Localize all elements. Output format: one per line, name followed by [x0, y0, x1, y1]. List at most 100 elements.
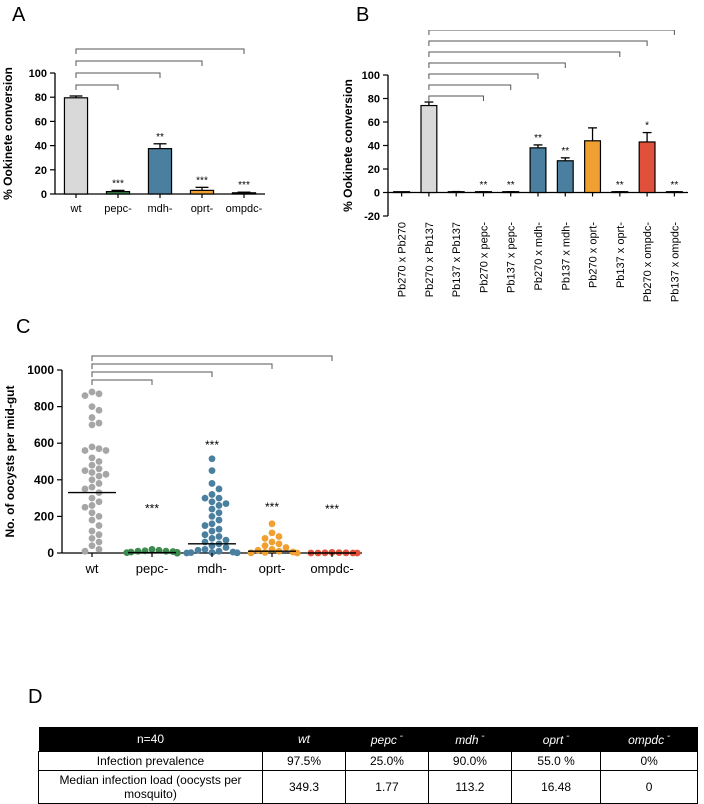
significance-label: ***	[196, 175, 208, 186]
x-tick-label: ompdc-	[310, 561, 353, 576]
comparison-bracket	[75, 72, 161, 78]
x-tick-label: Pb270 x mdh-	[533, 222, 545, 291]
table-header-pepc: pepc -	[345, 727, 429, 752]
data-point	[102, 470, 110, 478]
data-point	[81, 392, 89, 400]
data-point	[275, 533, 283, 540]
data-point	[215, 485, 223, 493]
x-tick-label: pepc-	[104, 203, 132, 215]
comparison-bracket	[91, 363, 273, 369]
data-point	[233, 549, 241, 557]
data-point	[81, 467, 89, 475]
x-tick-label: Pb270 x Pb137	[424, 222, 436, 297]
x-tick-label: Pb270 x Pb270	[397, 222, 409, 297]
data-point	[88, 461, 96, 469]
header-text: wt	[297, 732, 310, 746]
row-label: Infection prevalence	[38, 751, 263, 771]
data-point	[215, 509, 223, 517]
comparison-bracket	[91, 379, 153, 385]
data-point	[208, 520, 216, 528]
x-tick-label: Pb270 x oprt-	[588, 222, 600, 288]
data-point	[261, 549, 269, 556]
bar	[638, 141, 656, 194]
data-point	[134, 547, 142, 555]
table-cell: 16.48	[510, 770, 602, 804]
x-tick-label: wt	[70, 203, 82, 215]
x-tick-label: Pb137 x ompdc-	[669, 222, 681, 302]
data-point	[95, 445, 103, 453]
data-point	[208, 498, 216, 506]
x-tick-label: Pb137 x oprt-	[615, 222, 627, 288]
x-tick-label: Pb137 x mdh-	[560, 222, 572, 291]
table-header-wt: wt	[262, 727, 346, 752]
x-tick-label: wt	[85, 561, 99, 576]
table-cell: 97.5%	[262, 751, 346, 771]
bar	[584, 140, 602, 194]
comparison-bracket	[428, 62, 566, 68]
data-point	[95, 522, 103, 529]
data-point	[215, 547, 223, 555]
data-point	[88, 542, 96, 550]
x-tick-label: Pb137 x Pb137	[451, 222, 463, 297]
chart-a: 0 20 40 60 80 100 % Ookinete conversion wt *** pe…	[1, 48, 265, 215]
significance-label: **	[507, 180, 515, 191]
y-tick-label: 100	[362, 70, 380, 82]
data-point	[261, 542, 269, 550]
data-point	[247, 549, 255, 557]
chart-c: 0 200 400 600 800 1000 No. of oocysts per mid-…	[3, 355, 362, 576]
data-point	[81, 503, 89, 511]
bar	[556, 160, 574, 194]
significance-label: ***	[205, 438, 219, 452]
data-point	[102, 447, 110, 454]
table-cell: 55.0 %	[510, 751, 602, 771]
panel-d-label: D	[28, 686, 43, 708]
comparison-bracket	[75, 48, 245, 54]
x-tick-label: oprt-	[191, 203, 214, 215]
data-point	[88, 509, 96, 517]
x-tick-label: Pb137 x pepc-	[506, 222, 518, 293]
data-point	[95, 545, 103, 553]
x-tick-label: mdh-	[147, 203, 172, 215]
data-point	[201, 545, 209, 553]
significance-label: ***	[112, 178, 124, 189]
table-header-n: n=40	[38, 727, 263, 752]
data-point	[208, 534, 216, 542]
significance-label: ***	[145, 502, 159, 516]
header-text: ompdc	[628, 733, 665, 747]
significance-label: *	[645, 121, 649, 132]
data-point	[215, 494, 223, 502]
data-point	[268, 520, 276, 528]
y-tick-label: 100	[29, 68, 47, 80]
panel-a-label: A	[12, 4, 26, 26]
x-tick-label: pepc-	[136, 561, 169, 576]
y-tick-label: 80	[368, 94, 380, 106]
y-tick-label: 0	[374, 188, 380, 200]
y-tick-label: 60	[35, 116, 47, 128]
table-header-oprt: oprt -	[511, 727, 601, 752]
data-point	[183, 549, 191, 557]
y-axis-title: % Ookinete conversion	[1, 67, 15, 200]
data-point	[88, 483, 96, 491]
data-point	[261, 534, 269, 542]
data-point	[88, 494, 96, 502]
data-point	[215, 525, 223, 533]
significance-label: ***	[265, 500, 279, 514]
bar	[529, 147, 547, 194]
bar	[105, 190, 131, 195]
data-point	[88, 534, 96, 542]
data-point	[95, 472, 103, 480]
x-tick-label: oprt-	[259, 561, 286, 576]
significance-label: **	[534, 133, 542, 144]
header-text: n=40	[136, 732, 165, 746]
table-cell: 90.0%	[427, 751, 512, 771]
panel-b-label: B	[356, 4, 370, 26]
data-point	[88, 421, 96, 429]
significance-label: **	[670, 180, 678, 191]
comparison-bracket	[75, 84, 119, 90]
comparison-bracket	[75, 60, 203, 66]
data-point	[88, 469, 96, 476]
bar	[231, 192, 257, 195]
comparison-bracket	[91, 371, 213, 377]
significance-label: ***	[238, 180, 250, 191]
significance-label: **	[616, 180, 624, 191]
